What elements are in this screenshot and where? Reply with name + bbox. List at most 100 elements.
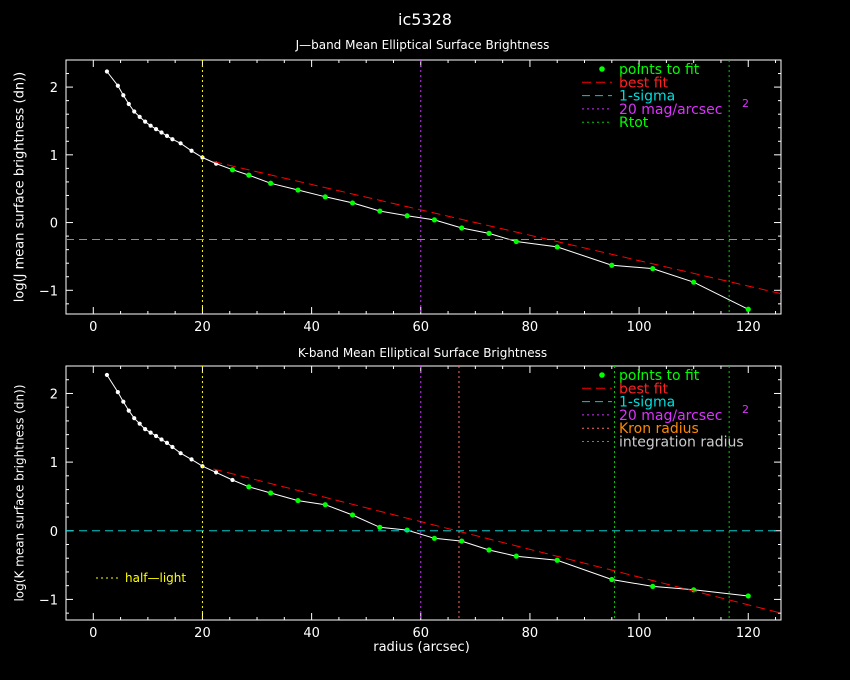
profile-point: [153, 126, 159, 132]
legend-superscript: 2: [742, 97, 749, 110]
fit-point: [554, 244, 560, 250]
fit-point: [404, 213, 410, 219]
profile-point: [170, 444, 175, 450]
legend-label: best fit: [619, 75, 669, 91]
fit-point: [404, 527, 410, 533]
x-tick-label: 100: [627, 626, 652, 641]
y-tick-label: 2: [50, 387, 58, 402]
plot-frame: [65, 365, 782, 621]
chart-title: K-band Mean Elliptical Surface Brightnes…: [298, 346, 547, 360]
legend-label: Rtot: [619, 115, 649, 131]
fit-point: [229, 167, 236, 173]
x-tick-label: 20: [194, 320, 211, 335]
profile-point: [189, 148, 194, 153]
x-tick-label: 60: [412, 320, 429, 335]
profile-point: [126, 408, 131, 413]
y-tick-label: 2: [50, 81, 58, 96]
profile-point: [230, 477, 235, 483]
y-tick-label: −1: [39, 593, 58, 608]
fit-point: [486, 547, 492, 553]
profile-point: [189, 457, 194, 462]
y-tick-label: 0: [50, 217, 58, 232]
legend-item: 1-sigma: [582, 395, 675, 411]
fit-point: [459, 225, 465, 231]
page-title: ic5328: [398, 10, 452, 29]
legend-label: 1-sigma: [619, 89, 675, 105]
fit-point: [513, 238, 519, 245]
y-tick-label: 1: [50, 456, 58, 471]
profile-point: [137, 114, 142, 119]
fit-point: [691, 279, 697, 285]
legend-item: Rtot: [582, 115, 649, 131]
profile-point: [104, 372, 110, 378]
profile-point: [126, 101, 131, 107]
fit-point: [745, 593, 751, 599]
x-tick-label: 40: [303, 320, 320, 335]
profile-point: [170, 137, 175, 142]
legend-item: Kron radius: [582, 421, 699, 437]
legend-label: best fit: [619, 381, 669, 397]
profile-point: [143, 427, 148, 432]
x-tick-label: 0: [89, 320, 97, 335]
fit-point: [349, 512, 356, 518]
legend-item: 20 mag/arcsec 2: [582, 97, 749, 118]
y-tick-label: 0: [50, 525, 58, 540]
x-tick-label: 80: [522, 626, 539, 641]
profile-point: [104, 69, 110, 74]
legend-label: integration radius: [619, 435, 744, 451]
profile-point: [200, 155, 205, 160]
half-light-label: half—light: [125, 571, 186, 585]
fit-point: [377, 524, 383, 530]
profile-point: [121, 93, 126, 98]
chart-panel-1: J—band Mean Elliptical Surface Brightnes…: [13, 38, 782, 335]
legend-item: points to fit: [599, 368, 700, 384]
fit-point: [322, 194, 328, 200]
fit-point: [431, 535, 438, 541]
legend-label: 1-sigma: [619, 395, 675, 411]
profile-point: [132, 109, 137, 114]
best-fit-line: [213, 468, 781, 614]
legend-superscript: 2: [742, 403, 749, 416]
legend-item: best fit: [582, 75, 669, 91]
fit-point: [349, 200, 356, 206]
profile-point: [153, 433, 159, 439]
profile-point: [159, 437, 164, 442]
fit-point: [322, 502, 328, 508]
fit-point: [486, 230, 492, 236]
legend-marker: [599, 66, 605, 72]
plot-frame: [65, 59, 782, 315]
legend-label: points to fit: [619, 368, 700, 384]
profile-point: [148, 430, 153, 435]
profile-point: [137, 421, 142, 426]
fit-point: [650, 583, 656, 589]
x-tick-label: 40: [303, 626, 320, 641]
fit-point: [246, 172, 252, 178]
profile-point: [121, 399, 126, 404]
profile-point: [164, 133, 170, 138]
fit-point: [377, 208, 383, 214]
profile-point: [159, 130, 164, 135]
x-tick-label: 20: [194, 626, 211, 641]
legend-item: best fit: [582, 381, 669, 397]
best-fit-line: [213, 161, 781, 295]
x-tick-label: 120: [736, 320, 761, 335]
legend-label: 20 mag/arcsec: [619, 408, 722, 424]
x-tick-label: 60: [412, 626, 429, 641]
fit-point: [268, 490, 274, 496]
legend-label: Kron radius: [619, 421, 699, 437]
fit-point: [246, 484, 252, 490]
profile-point: [148, 123, 153, 128]
x-tick-label: 120: [736, 626, 761, 641]
y-axis-label: log(K mean surface brightness (dn)): [13, 384, 27, 601]
profile-point: [164, 440, 170, 445]
profile-point: [213, 470, 219, 475]
plot-area: [66, 366, 781, 620]
y-axis-label: log(J mean surface brightness (dn)): [13, 72, 28, 302]
fit-point: [268, 180, 274, 186]
fit-point: [295, 187, 301, 193]
fit-point: [650, 266, 656, 272]
profile-point: [143, 119, 148, 124]
